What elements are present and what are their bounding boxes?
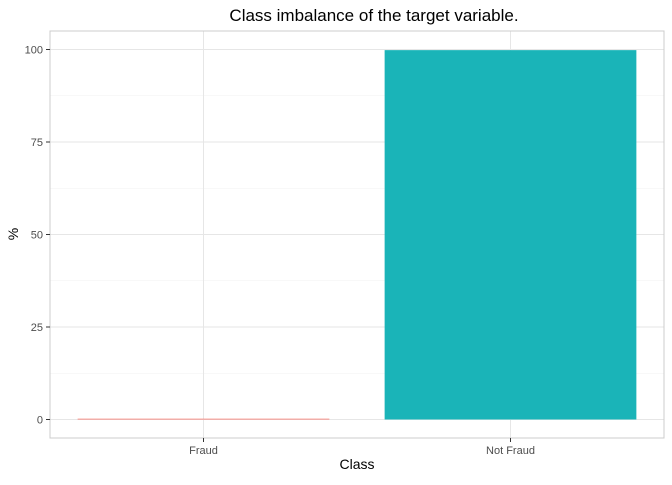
x-tick-label: Not Fraud [486, 445, 535, 457]
y-tick-label: 100 [25, 45, 43, 57]
y-tick-label: 0 [37, 415, 43, 427]
bar-fraud [77, 418, 330, 420]
x-axis-title: Class [339, 456, 374, 472]
y-tick-label: 25 [31, 322, 43, 334]
y-tick-label: 50 [31, 230, 43, 242]
y-tick-label: 75 [31, 137, 43, 149]
x-axis-ticks: Fraud Not Fraud [189, 438, 535, 457]
y-axis-ticks: 0 25 50 75 100 [25, 45, 50, 427]
bar-not-fraud [384, 50, 637, 420]
bars [77, 50, 637, 420]
chart-title: Class imbalance of the target variable. [229, 6, 518, 25]
x-tick-label: Fraud [189, 445, 218, 457]
y-axis-title: % [5, 228, 21, 240]
